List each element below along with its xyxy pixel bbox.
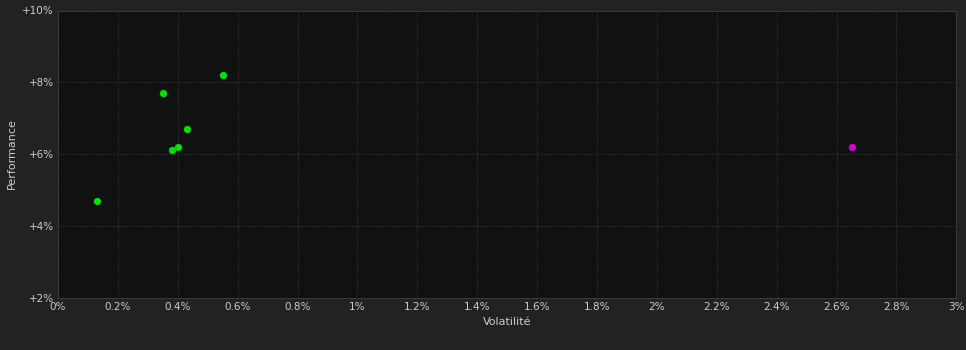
- Point: [164, 148, 180, 153]
- Point: [179, 126, 194, 132]
- X-axis label: Volatilité: Volatilité: [483, 317, 531, 327]
- Y-axis label: Performance: Performance: [7, 119, 16, 189]
- Point: [844, 144, 860, 150]
- Point: [170, 144, 185, 150]
- Point: [156, 90, 171, 96]
- Point: [89, 198, 104, 203]
- Point: [215, 72, 231, 78]
